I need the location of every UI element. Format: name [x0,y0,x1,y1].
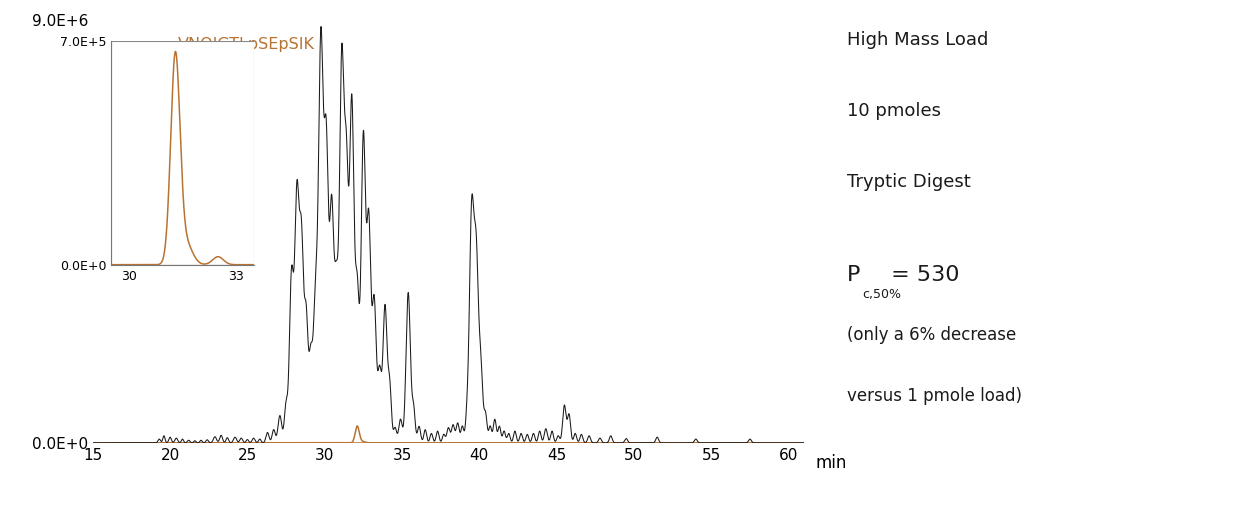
Text: (only a 6% decrease: (only a 6% decrease [847,326,1017,344]
Text: High Mass Load: High Mass Load [847,31,988,48]
Bar [111,41,254,265]
Text: c,50%: c,50% [862,288,902,301]
Text: P: P [847,265,861,285]
Text: min: min [815,454,846,472]
Text: = 530: = 530 [884,265,960,285]
Text: VNQIGTLpSEpSIK: VNQIGTLpSEpSIK [178,37,315,51]
Text: versus 1 pmole load): versus 1 pmole load) [847,387,1022,405]
Text: Tryptic Digest: Tryptic Digest [847,173,971,191]
Text: 10 pmoles: 10 pmoles [847,102,941,120]
